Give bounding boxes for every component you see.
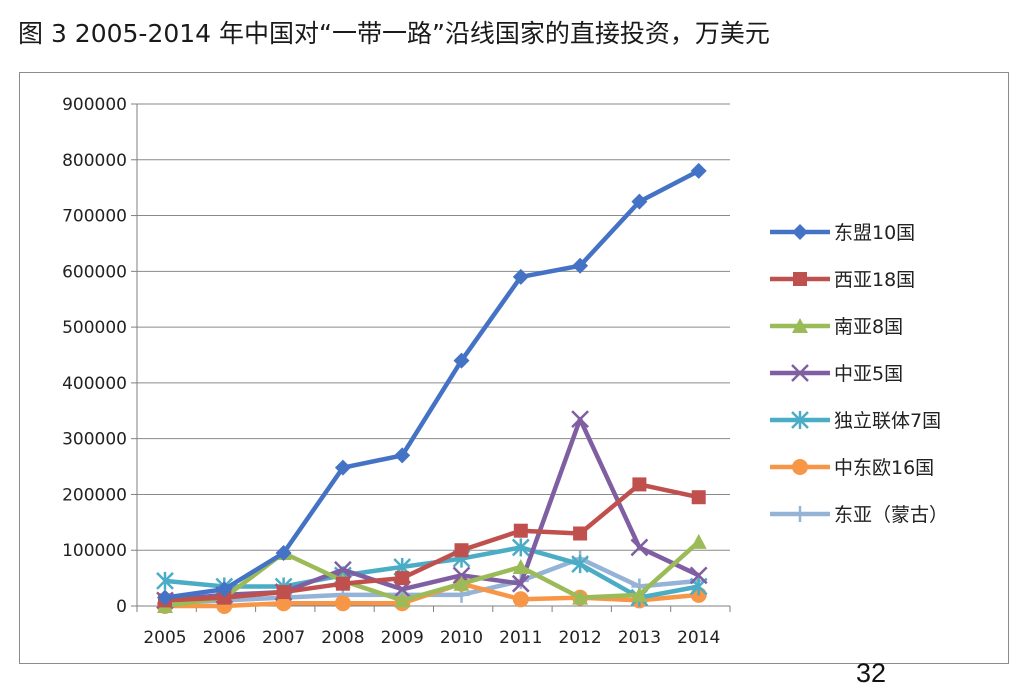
y-tick-label: 900000 [62,95,127,115]
data-point [275,545,292,562]
data-point [511,538,530,557]
data-point [571,555,589,574]
data-point [157,589,173,606]
data-point [512,268,529,285]
x-tick-label: 2014 [677,628,720,648]
x-tick-label: 2008 [321,628,364,648]
data-point [156,571,174,590]
data-point [453,352,470,369]
legend-label: 东亚（蒙古） [834,504,948,526]
data-point [573,526,588,541]
x-tick-label: 2011 [499,628,542,648]
data-point [513,523,528,538]
x-tick-label: 2013 [618,628,661,648]
x-tick-label: 2007 [262,628,305,648]
chart-title: 图 3 2005-2014 年中国对“一带一路”沿线国家的直接投资，万美元 [18,19,770,48]
series-line [164,482,700,603]
x-tick-label: 2006 [203,628,246,648]
x-tick-label: 2005 [143,628,186,648]
legend-item: 中亚5国 [770,363,903,385]
data-point [453,575,470,591]
data-point [690,162,707,179]
data-point [334,595,351,612]
legend-item: 东亚（蒙古） [770,504,948,526]
y-tick-label: 300000 [62,430,127,450]
data-point [689,566,708,585]
legend-label: 西亚18国 [834,269,915,291]
data-point [631,193,648,210]
data-point [631,586,648,602]
data-point [572,589,589,605]
legend-label: 中亚5国 [834,363,903,385]
data-point [791,364,809,382]
series-2 [158,477,706,608]
legend-label: 中东欧16国 [834,457,934,479]
data-point [275,595,292,612]
chart-frame [19,72,1009,664]
data-point [511,574,530,593]
legend-item: 东盟10国 [770,222,915,244]
data-point [334,560,352,579]
series-line [164,540,701,609]
x-tick-label: 2010 [440,628,483,648]
page-number: 32 [856,658,887,688]
series-1 [157,162,707,606]
data-point [335,576,350,591]
series-line [164,168,700,600]
y-tick-label: 0 [116,597,127,617]
legend-label: 独立联体7国 [834,410,941,432]
data-point [512,558,529,574]
legend-item: 西亚18国 [770,269,915,291]
data-point [792,318,808,333]
data-point [791,411,809,429]
data-point [632,477,647,492]
data-point [217,590,232,605]
legend-label: 东盟10国 [834,222,915,244]
data-point [792,506,808,522]
data-point [394,592,411,608]
x-tick-label: 2012 [558,628,601,648]
series-line [164,416,700,603]
data-point [394,447,411,464]
data-point [454,543,469,558]
data-point [793,272,807,286]
y-tick-label: 400000 [62,374,127,394]
data-point [690,533,707,549]
data-point [216,581,233,598]
data-point [571,410,589,429]
data-point [691,490,706,505]
y-tick-label: 700000 [62,207,127,227]
y-tick-label: 800000 [62,151,127,171]
legend-item: 中东欧16国 [770,457,934,479]
y-tick-label: 100000 [62,541,127,561]
data-point [512,591,529,608]
y-tick-label: 200000 [62,485,127,505]
x-tick-label: 2009 [381,628,424,648]
legend-item: 南亚8国 [770,316,903,338]
y-tick-label: 600000 [62,262,127,282]
data-point [792,459,808,475]
data-point [572,257,589,274]
data-point [276,585,291,600]
y-tick-label: 500000 [62,318,127,338]
legend-label: 南亚8国 [834,316,903,338]
data-point [630,538,649,557]
data-point [395,571,410,586]
legend-item: 独立联体7国 [770,410,941,432]
data-point [334,459,351,476]
data-point [792,224,808,240]
